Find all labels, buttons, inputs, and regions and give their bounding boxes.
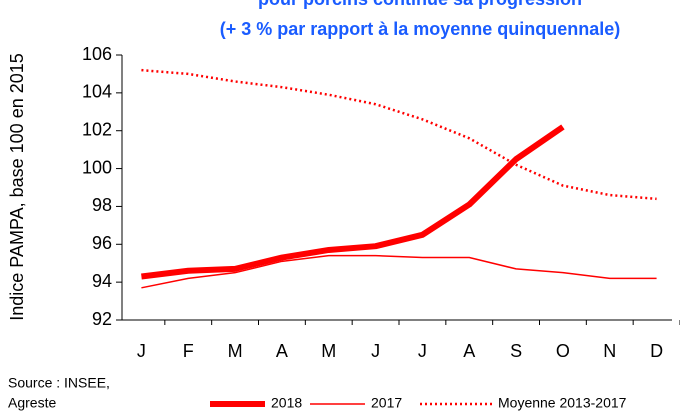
x-tick-label: F [183,341,194,361]
y-tick-label: 104 [82,82,112,102]
chart-title: pour porcins continue sa progression [258,0,582,9]
x-tick-label: J [137,341,146,361]
x-tick-label: J [371,341,380,361]
y-tick-label: 96 [92,233,112,253]
y-tick-label: 102 [82,119,112,139]
x-tick-label: D [650,341,663,361]
y-tick-label: 100 [82,157,112,177]
source: Source : INSEE, [8,375,110,391]
x-tick-label: O [556,341,570,361]
series-line [141,68,657,201]
y-tick-label: 92 [92,309,112,329]
series-line [141,254,657,289]
legend-label: 2017 [371,395,402,411]
x-tick-label: N [603,341,616,361]
x-tick-label: M [228,341,243,361]
y-tick-label: 94 [92,271,112,291]
x-tick-label: A [463,341,475,361]
legend-label: 2018 [271,395,302,411]
y-axis-label: Indice PAMPA, base 100 en 2015 [7,53,27,321]
x-tick-label: A [276,341,288,361]
x-tick-label: J [418,341,427,361]
x-tick-label: S [510,341,522,361]
chart-title: (+ 3 % par rapport à la moyenne quinquen… [220,19,621,39]
x-tick-label: M [321,341,336,361]
y-tick-label: 98 [92,195,112,215]
legend-label: Moyenne 2013-2017 [498,395,627,411]
y-tick-label: 106 [82,44,112,64]
source: Agreste [8,395,56,411]
series-line [141,124,565,280]
